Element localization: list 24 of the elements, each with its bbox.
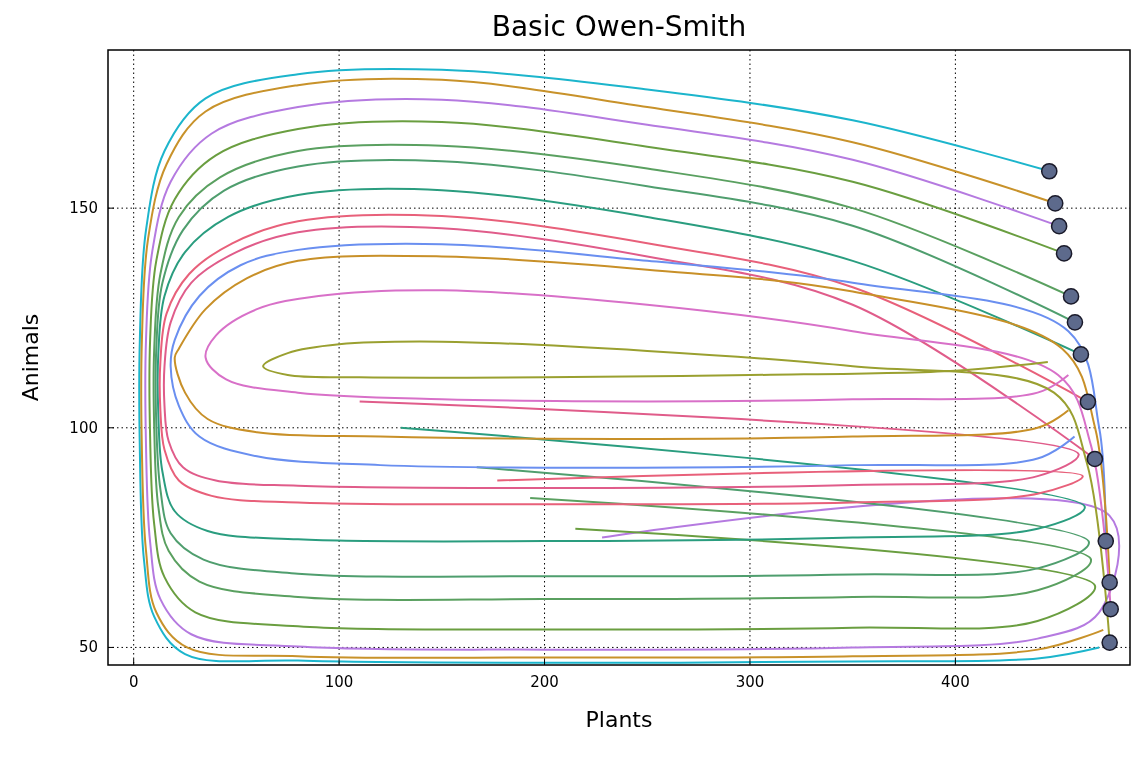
point	[1097, 532, 1115, 550]
point	[1079, 393, 1097, 411]
point	[1101, 634, 1118, 651]
x-tick-label: 0	[128, 673, 139, 691]
x-tick-label: 400	[941, 673, 970, 691]
x-tick-label: 200	[530, 673, 559, 691]
point	[1072, 346, 1090, 363]
point	[1046, 195, 1064, 212]
point	[1062, 288, 1080, 305]
point	[1055, 245, 1073, 262]
x-tick-label: 300	[735, 673, 765, 691]
x-axis-title: Plants	[585, 707, 653, 732]
chart-title: Basic Owen-Smith	[491, 10, 747, 43]
point	[1101, 574, 1118, 591]
y-axis-title: Animals	[18, 313, 43, 402]
point	[1102, 600, 1120, 618]
y-tick-label: 50	[78, 638, 98, 657]
x-tick-label: 100	[324, 673, 354, 691]
y-tick-label: 100	[69, 418, 98, 437]
point	[1040, 162, 1058, 180]
point	[1050, 217, 1068, 235]
point	[1066, 314, 1084, 331]
y-tick-label: 150	[69, 199, 98, 218]
point	[1086, 450, 1104, 468]
